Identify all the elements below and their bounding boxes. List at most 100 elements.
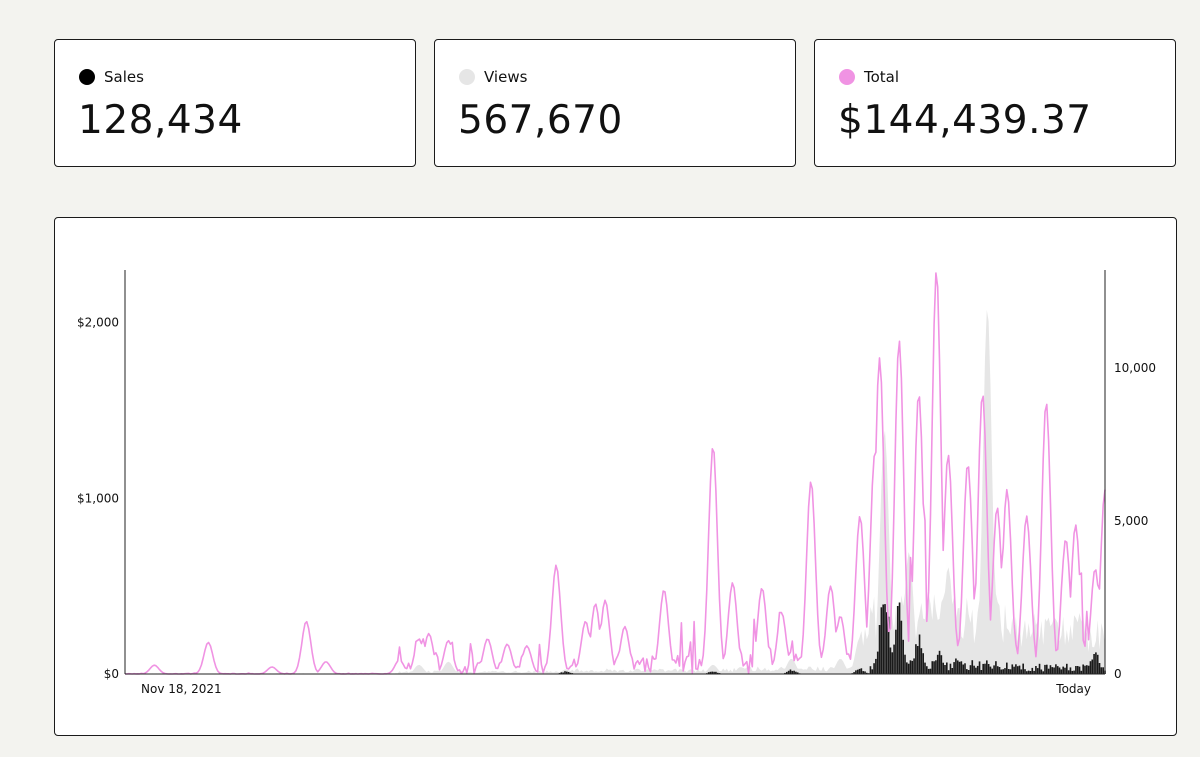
sales-bar xyxy=(1076,666,1079,674)
sales-bar xyxy=(1089,661,1092,674)
sales-bar xyxy=(976,665,979,674)
sales-bar xyxy=(1000,669,1003,674)
sales-bar xyxy=(1069,667,1072,674)
sales-bar xyxy=(1029,671,1032,674)
sales-bar xyxy=(926,666,928,674)
sales-bar xyxy=(869,666,872,674)
sales-bar xyxy=(856,669,859,674)
sales-bar xyxy=(793,670,795,674)
sales-bar xyxy=(878,625,881,674)
sales-bar xyxy=(1080,670,1083,674)
sales-bar xyxy=(1067,670,1070,674)
sales-bar xyxy=(944,665,946,674)
sales-bar xyxy=(1027,670,1030,674)
sales-bar xyxy=(1102,667,1104,674)
sales-bar xyxy=(1093,654,1095,674)
sales-bar xyxy=(1056,666,1059,674)
sales-bar xyxy=(569,672,572,674)
sales-bar xyxy=(940,655,943,674)
sales-bar xyxy=(998,667,1001,674)
sales-bar xyxy=(1026,671,1028,674)
sales-bar xyxy=(891,652,894,674)
sales-bar xyxy=(784,672,786,674)
stat-label: Views xyxy=(484,68,528,86)
sales-bar xyxy=(1033,670,1035,674)
sales-bar xyxy=(960,661,963,674)
sales-bar xyxy=(951,668,954,674)
sales-bar xyxy=(947,670,950,674)
sales-bar xyxy=(966,669,968,674)
sales-bar xyxy=(1047,668,1050,674)
sales-bar xyxy=(715,671,717,674)
sales-bar xyxy=(929,668,932,674)
sales-bar xyxy=(895,629,897,674)
sales-bar xyxy=(900,620,903,674)
sales-bar xyxy=(1042,671,1044,674)
sales-bar xyxy=(1049,665,1052,674)
sales-bar xyxy=(1082,664,1084,674)
sales-bar xyxy=(967,670,970,674)
sales-bar xyxy=(860,668,863,674)
sales-bar xyxy=(1002,669,1004,674)
sales-bar xyxy=(973,665,975,674)
sales-bar xyxy=(1096,654,1099,674)
sales-bar xyxy=(707,672,710,674)
left-tick-label: $2,000 xyxy=(77,316,119,330)
sales-bar xyxy=(1098,663,1101,674)
sales-legend-dot-icon xyxy=(79,69,95,85)
sales-bar xyxy=(953,662,955,674)
sales-bar xyxy=(1009,669,1012,674)
x-end-label: Today xyxy=(1055,682,1091,696)
sales-bar xyxy=(564,671,566,674)
total-legend-dot-icon xyxy=(839,69,855,85)
stat-value-total: $144,439.37 xyxy=(838,98,1092,143)
sales-bar xyxy=(1087,665,1090,674)
sales-bar xyxy=(1016,666,1019,674)
sales-bar xyxy=(1100,667,1103,674)
sales-bar xyxy=(796,672,799,674)
sales-bar xyxy=(993,665,995,674)
sales-bar xyxy=(1022,663,1024,674)
sales-bar xyxy=(893,644,895,674)
sales-bar xyxy=(984,663,986,674)
sales-bar xyxy=(989,666,992,674)
sales-bar xyxy=(873,663,875,674)
stat-card-sales: Sales 128,434 xyxy=(54,39,416,167)
sales-bar xyxy=(920,648,923,674)
sales-bar xyxy=(1071,670,1074,674)
sales-bar xyxy=(964,663,966,674)
sales-bar xyxy=(1018,665,1021,674)
right-tick-label: 5,000 xyxy=(1114,514,1148,528)
sales-bar xyxy=(853,672,855,674)
sales-bar xyxy=(1038,663,1041,674)
sales-bar xyxy=(789,669,792,674)
sales-bar xyxy=(1006,662,1008,674)
left-tick-label: $0 xyxy=(104,667,119,681)
sales-bar xyxy=(1040,669,1043,674)
sales-bar xyxy=(924,662,926,674)
stat-value-views: 567,670 xyxy=(458,98,623,143)
sales-bar xyxy=(1020,669,1023,674)
sales-bar xyxy=(1060,669,1063,674)
sales-bar xyxy=(911,660,914,674)
sales-bar xyxy=(562,672,564,674)
sales-bar xyxy=(1062,666,1064,674)
sales-bar xyxy=(1036,668,1039,674)
sales-bar xyxy=(791,670,794,674)
sales-bar xyxy=(884,604,886,674)
sales-bar xyxy=(987,664,990,674)
sales-bar xyxy=(909,660,912,674)
sales-bar xyxy=(1086,665,1088,674)
sales-bar xyxy=(907,663,910,674)
sales-bar xyxy=(933,661,935,674)
sales-bar xyxy=(902,639,904,674)
sales-bar xyxy=(795,671,797,674)
right-tick-label: 0 xyxy=(1114,667,1122,681)
sales-bar xyxy=(1013,666,1015,674)
sales-bar xyxy=(1031,667,1034,674)
sales-bar xyxy=(946,662,948,674)
sales-bar xyxy=(913,658,915,674)
sales-bar xyxy=(886,612,888,674)
views-area xyxy=(125,309,1105,674)
sales-bar xyxy=(935,660,937,674)
